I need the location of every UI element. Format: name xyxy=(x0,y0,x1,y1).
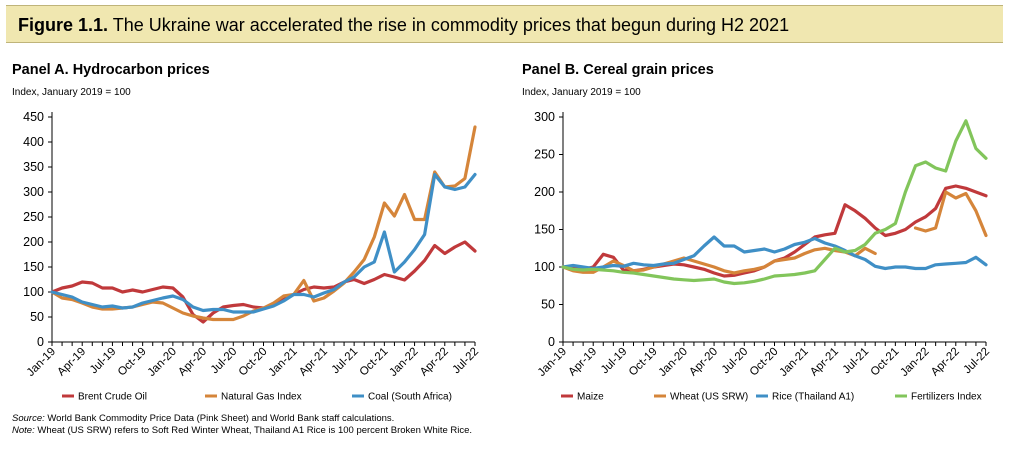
x-tick-label: Jan-22 xyxy=(387,346,420,379)
y-tick-label: 300 xyxy=(23,185,44,199)
x-tick-label: Oct-19 xyxy=(627,346,660,379)
figure-label: Figure 1.1 xyxy=(18,15,104,35)
legend-label: Coal (South Africa) xyxy=(368,392,452,403)
series-line-wheat-us-srw xyxy=(561,190,988,275)
x-tick-label: Jan-20 xyxy=(657,346,690,379)
x-tick-label: Oct-19 xyxy=(116,346,149,379)
y-tick-label: 50 xyxy=(30,310,44,324)
series-line-coal-south-africa xyxy=(50,172,477,314)
x-tick-label: Oct-21 xyxy=(358,346,391,379)
y-tick-label: 0 xyxy=(548,335,555,349)
x-tick-label: Jan-21 xyxy=(266,346,299,379)
source-text: World Bank Commodity Price Data (Pink Sh… xyxy=(47,413,395,424)
legend-label: Wheat (US SRW) xyxy=(670,392,748,403)
y-tick-label: 200 xyxy=(23,235,44,249)
x-tick-label: Jul-20 xyxy=(720,346,751,377)
footnote: Note: Wheat (US SRW) refers to Soft Red … xyxy=(12,425,472,436)
x-tick-label: Apr-21 xyxy=(808,346,841,379)
source-note: Source: World Bank Commodity Price Data … xyxy=(12,413,394,424)
x-tick-label: Apr-20 xyxy=(176,346,209,379)
panel-a-title: Panel A. Hydrocarbon prices xyxy=(12,62,210,78)
legend-label: Brent Crude Oil xyxy=(78,392,147,403)
source-label: Source: xyxy=(12,413,45,424)
figure-caption: The Ukraine war accelerated the rise in … xyxy=(112,15,790,35)
x-tick-label: Jul-22 xyxy=(961,346,992,377)
y-tick-label: 100 xyxy=(534,260,555,274)
y-tick-label: 150 xyxy=(23,260,44,274)
x-tick-label: Jul-22 xyxy=(450,346,481,377)
y-tick-label: 450 xyxy=(23,110,44,124)
y-tick-label: 150 xyxy=(534,223,555,237)
x-tick-label: Apr-20 xyxy=(687,346,720,379)
series-line-rice-thailand-a1 xyxy=(561,235,988,271)
x-tick-label: Jan-19 xyxy=(536,346,569,379)
y-tick-label: 300 xyxy=(534,110,555,124)
y-tick-label: 400 xyxy=(23,135,44,149)
y-tick-label: 0 xyxy=(37,335,44,349)
x-tick-label: Oct-20 xyxy=(748,346,781,379)
x-tick-label: Jan-20 xyxy=(146,346,179,379)
x-tick-label: Oct-20 xyxy=(237,346,270,379)
note-label: Note: xyxy=(12,425,35,436)
x-tick-label: Apr-22 xyxy=(929,346,962,379)
x-tick-label: Apr-22 xyxy=(418,346,451,379)
x-tick-label: Jul-19 xyxy=(88,346,119,377)
panel-b-ylabel: Index, January 2019 = 100 xyxy=(522,87,641,98)
x-tick-label: Jan-19 xyxy=(25,346,58,379)
series-line-fertilizers-index xyxy=(561,119,988,286)
x-tick-label: Jul-19 xyxy=(599,346,630,377)
legend-label: Maize xyxy=(577,392,604,403)
x-tick-label: Jul-20 xyxy=(209,346,240,377)
figure-title-bar: Figure 1.1. The Ukraine war accelerated … xyxy=(6,5,1003,43)
panel-b-title: Panel B. Cereal grain prices xyxy=(522,62,714,78)
x-tick-label: Jul-21 xyxy=(841,346,872,377)
x-tick-label: Apr-19 xyxy=(55,346,88,379)
panel-a-ylabel: Index, January 2019 = 100 xyxy=(12,87,131,98)
x-tick-label: Jan-21 xyxy=(777,346,810,379)
y-tick-label: 50 xyxy=(541,298,555,312)
x-tick-label: Apr-21 xyxy=(297,346,330,379)
x-tick-label: Jan-22 xyxy=(898,346,931,379)
x-tick-label: Apr-19 xyxy=(566,346,599,379)
x-tick-label: Oct-21 xyxy=(869,346,902,379)
y-tick-label: 250 xyxy=(534,148,555,162)
legend-label: Natural Gas Index xyxy=(221,392,302,403)
note-text: Wheat (US SRW) refers to Soft Red Winter… xyxy=(37,425,473,436)
legend-label: Rice (Thailand A1) xyxy=(772,392,854,403)
y-tick-label: 350 xyxy=(23,160,44,174)
legend-label: Fertilizers Index xyxy=(911,392,982,403)
x-tick-label: Jul-21 xyxy=(330,346,361,377)
figure-title: Figure 1.1. The Ukraine war accelerated … xyxy=(18,15,790,35)
y-tick-label: 100 xyxy=(23,285,44,299)
y-tick-label: 250 xyxy=(23,210,44,224)
y-tick-label: 200 xyxy=(534,185,555,199)
